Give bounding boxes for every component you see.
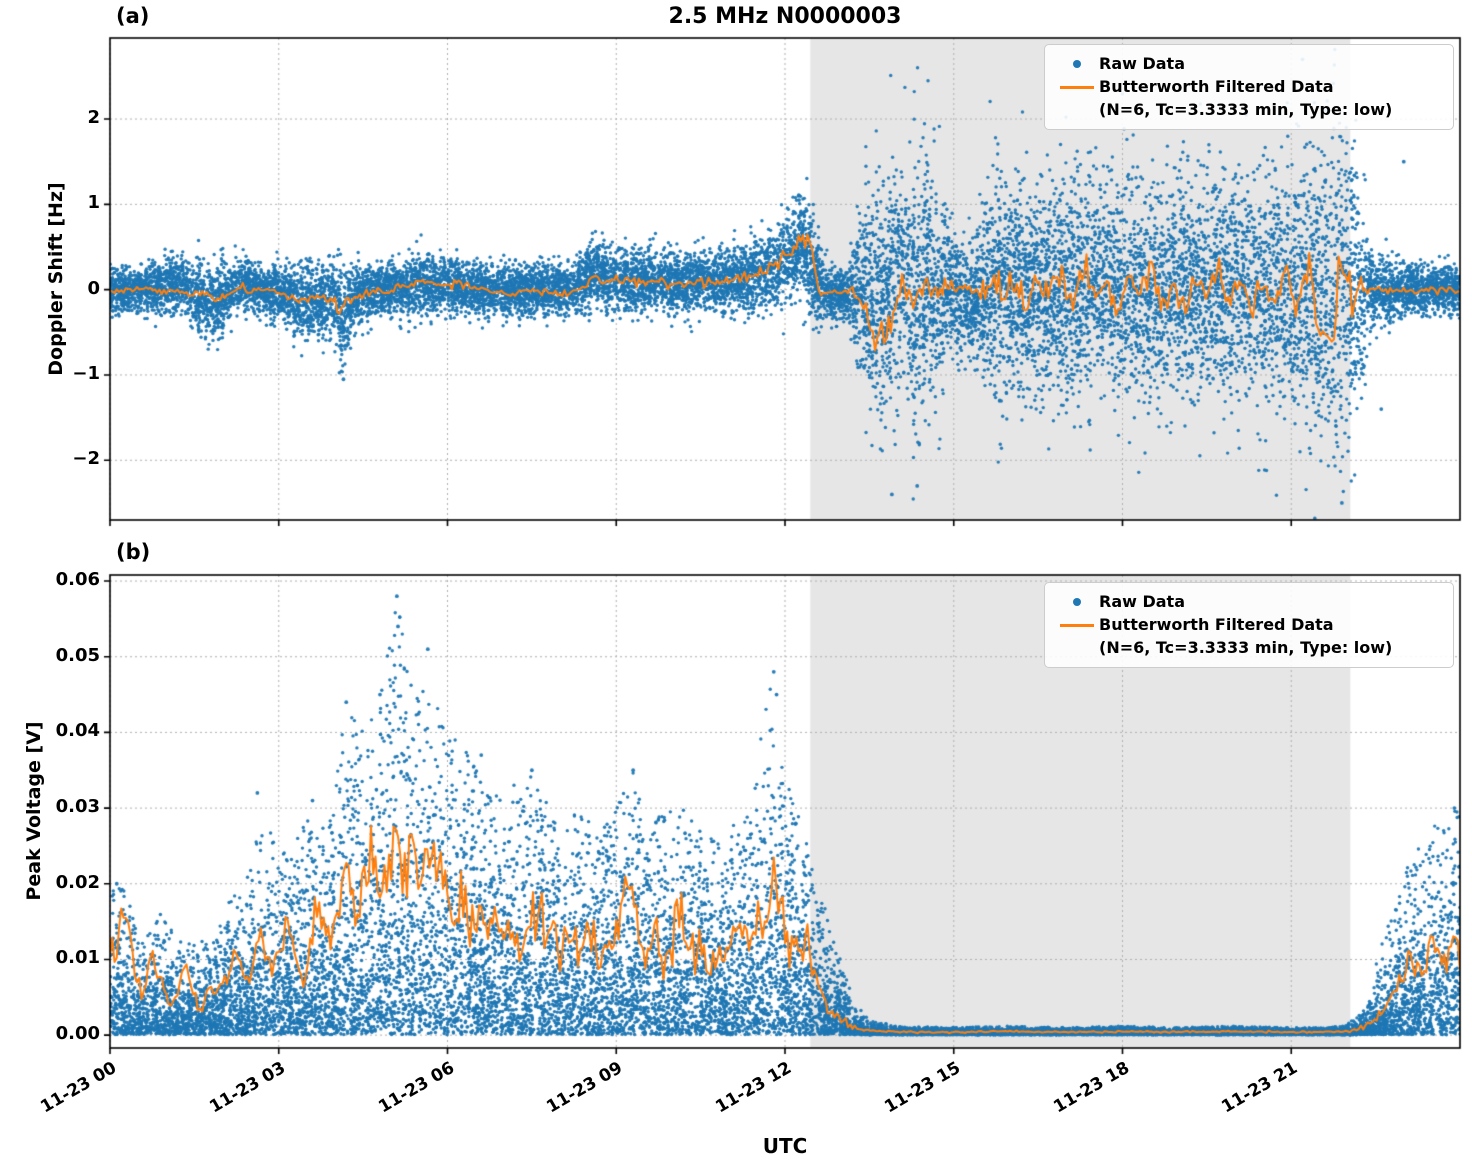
y-tick-label-panel-b: 0.00 <box>55 1023 100 1045</box>
raw-data-dot-icon <box>1055 598 1099 606</box>
y-tick-label-panel-b: 0.01 <box>55 947 100 969</box>
legend-raw-row: Raw Data <box>1055 53 1443 75</box>
legend-filtered-sublabel: (N=6, Tc=3.3333 min, Type: low) <box>1099 100 1393 119</box>
y-tick-label-panel-a: 2 <box>87 107 100 129</box>
legend-panel-b: Raw Data Butterworth Filtered Data (N=6,… <box>1044 582 1454 668</box>
y-tick-label-panel-a: 0 <box>87 277 100 299</box>
legend-raw-label: Raw Data <box>1099 592 1185 611</box>
figure-title: 2.5 MHz N0000003 <box>668 4 902 29</box>
x-axis-label: UTC <box>762 1134 808 1158</box>
legend-filtered-sublabel: (N=6, Tc=3.3333 min, Type: low) <box>1099 638 1393 657</box>
panel-a-tag: (a) <box>116 4 150 28</box>
filtered-line-icon <box>1055 623 1099 627</box>
y-tick-label-panel-a: −2 <box>72 448 100 470</box>
legend-filtered-label: Butterworth Filtered Data <box>1099 77 1334 96</box>
legend-raw-row: Raw Data <box>1055 591 1443 613</box>
y-tick-label-panel-b: 0.04 <box>55 720 100 742</box>
filtered-line-icon <box>1055 85 1099 89</box>
legend-filtered-subrow: (N=6, Tc=3.3333 min, Type: low) <box>1055 637 1443 659</box>
y-tick-label-panel-a: 1 <box>87 192 100 214</box>
y-tick-label-panel-b: 0.02 <box>55 871 100 893</box>
y-tick-label-panel-b: 0.05 <box>55 644 100 666</box>
legend-filtered-label: Butterworth Filtered Data <box>1099 615 1334 634</box>
y-tick-label-panel-b: 0.06 <box>55 569 100 591</box>
legend-panel-a: Raw Data Butterworth Filtered Data (N=6,… <box>1044 44 1454 130</box>
legend-filtered-row: Butterworth Filtered Data <box>1055 76 1443 98</box>
legend-raw-label: Raw Data <box>1099 54 1185 73</box>
panel-b-tag: (b) <box>116 540 151 564</box>
legend-filtered-subrow: (N=6, Tc=3.3333 min, Type: low) <box>1055 99 1443 121</box>
legend-filtered-row: Butterworth Filtered Data <box>1055 614 1443 636</box>
y-tick-label-panel-b: 0.03 <box>55 796 100 818</box>
y-tick-label-panel-a: −1 <box>72 362 100 384</box>
raw-data-dot-icon <box>1055 60 1099 68</box>
